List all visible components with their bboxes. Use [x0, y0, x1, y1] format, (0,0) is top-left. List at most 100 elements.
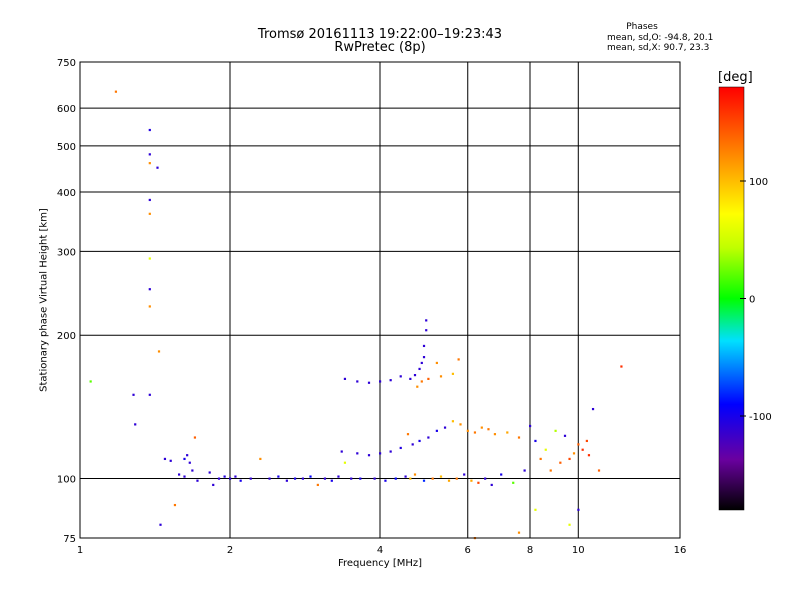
data-point	[420, 361, 423, 365]
colorbar-tick-label: 100	[749, 177, 768, 188]
data-point	[177, 473, 181, 476]
data-point	[422, 356, 426, 359]
data-point	[506, 431, 509, 434]
data-point	[148, 162, 151, 165]
colorbar-title: [deg]	[718, 70, 753, 85]
data-point	[477, 481, 480, 484]
data-point	[512, 481, 515, 484]
data-point	[186, 454, 189, 457]
data-point	[389, 450, 392, 453]
data-point	[223, 475, 226, 478]
data-point	[343, 461, 347, 464]
colorbar-tick-label: 0	[749, 295, 755, 306]
data-point	[466, 429, 469, 432]
data-point	[418, 367, 421, 371]
data-point	[463, 473, 466, 476]
data-point	[568, 457, 571, 461]
data-point	[422, 479, 426, 482]
x-tick-label: 6	[465, 545, 471, 556]
data-point	[620, 365, 623, 368]
y-tick-label: 750	[57, 58, 76, 69]
x-tick-label: 16	[674, 545, 687, 556]
data-point	[422, 344, 426, 348]
data-point	[585, 439, 588, 443]
x-tick-label: 4	[377, 545, 383, 556]
data-point	[435, 429, 438, 432]
data-point	[413, 473, 417, 476]
data-point	[367, 454, 371, 457]
data-point	[212, 483, 215, 487]
data-point	[529, 424, 532, 428]
data-point	[285, 479, 288, 482]
data-point	[484, 477, 487, 480]
data-point	[379, 380, 382, 383]
x-tick-labels: 1 2 4 6 8 10 16	[77, 545, 687, 556]
data-point	[229, 477, 232, 480]
data-point	[148, 257, 151, 260]
data-point	[384, 479, 387, 482]
phases-mean-x: mean, sd,X: 90.7, 23.3	[607, 43, 710, 53]
data-point	[379, 452, 382, 455]
data-point	[431, 477, 434, 480]
y-tick-labels: 75 100 200 300 400 500 600 750	[57, 58, 76, 545]
x-tick-label: 8	[527, 545, 533, 556]
data-point	[490, 483, 493, 487]
data-point	[234, 475, 237, 478]
data-point	[191, 469, 194, 472]
data-point	[163, 457, 167, 461]
data-point	[425, 329, 428, 332]
data-point	[443, 426, 447, 429]
y-tick-label: 75	[63, 534, 76, 545]
data-point	[148, 305, 151, 308]
x-tick-label: 1	[77, 545, 83, 556]
data-point	[277, 475, 280, 478]
data-point	[343, 377, 347, 381]
data-point	[89, 380, 92, 383]
data-point	[457, 358, 460, 361]
data-point	[316, 483, 319, 487]
data-point	[134, 423, 137, 426]
data-point	[173, 503, 177, 507]
data-point	[323, 477, 327, 480]
x-axis-label: Frequency [MHz]	[337, 558, 423, 569]
data-point	[581, 448, 584, 451]
data-point	[549, 469, 552, 472]
data-point	[523, 469, 526, 472]
data-point	[572, 452, 576, 455]
data-point	[148, 288, 151, 291]
data-point	[473, 431, 477, 434]
data-point	[539, 457, 542, 461]
data-point	[480, 426, 483, 429]
data-point	[183, 475, 186, 478]
data-point	[591, 407, 595, 411]
data-point	[487, 428, 490, 431]
data-point	[416, 385, 419, 388]
y-tick-label: 500	[57, 142, 76, 153]
data-point	[577, 443, 580, 446]
colorbar	[718, 86, 745, 511]
data-point	[356, 380, 359, 383]
data-point	[148, 393, 151, 396]
data-point	[217, 477, 221, 480]
data-point	[356, 452, 359, 455]
x-tick-label: 10	[572, 545, 585, 556]
data-point	[196, 479, 199, 482]
phases-mean-o: mean, sd,O: -94.8, 20.1	[607, 33, 714, 43]
data-point	[425, 319, 428, 322]
data-point	[534, 508, 537, 511]
data-point	[293, 477, 297, 480]
data-point	[367, 381, 371, 384]
data-point	[114, 90, 118, 93]
data-point	[500, 473, 503, 476]
data-point	[249, 477, 252, 480]
data-point	[409, 477, 412, 480]
data-point	[534, 439, 537, 443]
data-point	[268, 477, 271, 480]
data-point	[435, 361, 438, 365]
data-point	[554, 429, 557, 432]
data-point	[399, 375, 402, 378]
data-point	[148, 198, 151, 202]
data-point	[359, 477, 362, 480]
data-point	[447, 479, 451, 482]
y-tick-label: 600	[57, 104, 76, 115]
